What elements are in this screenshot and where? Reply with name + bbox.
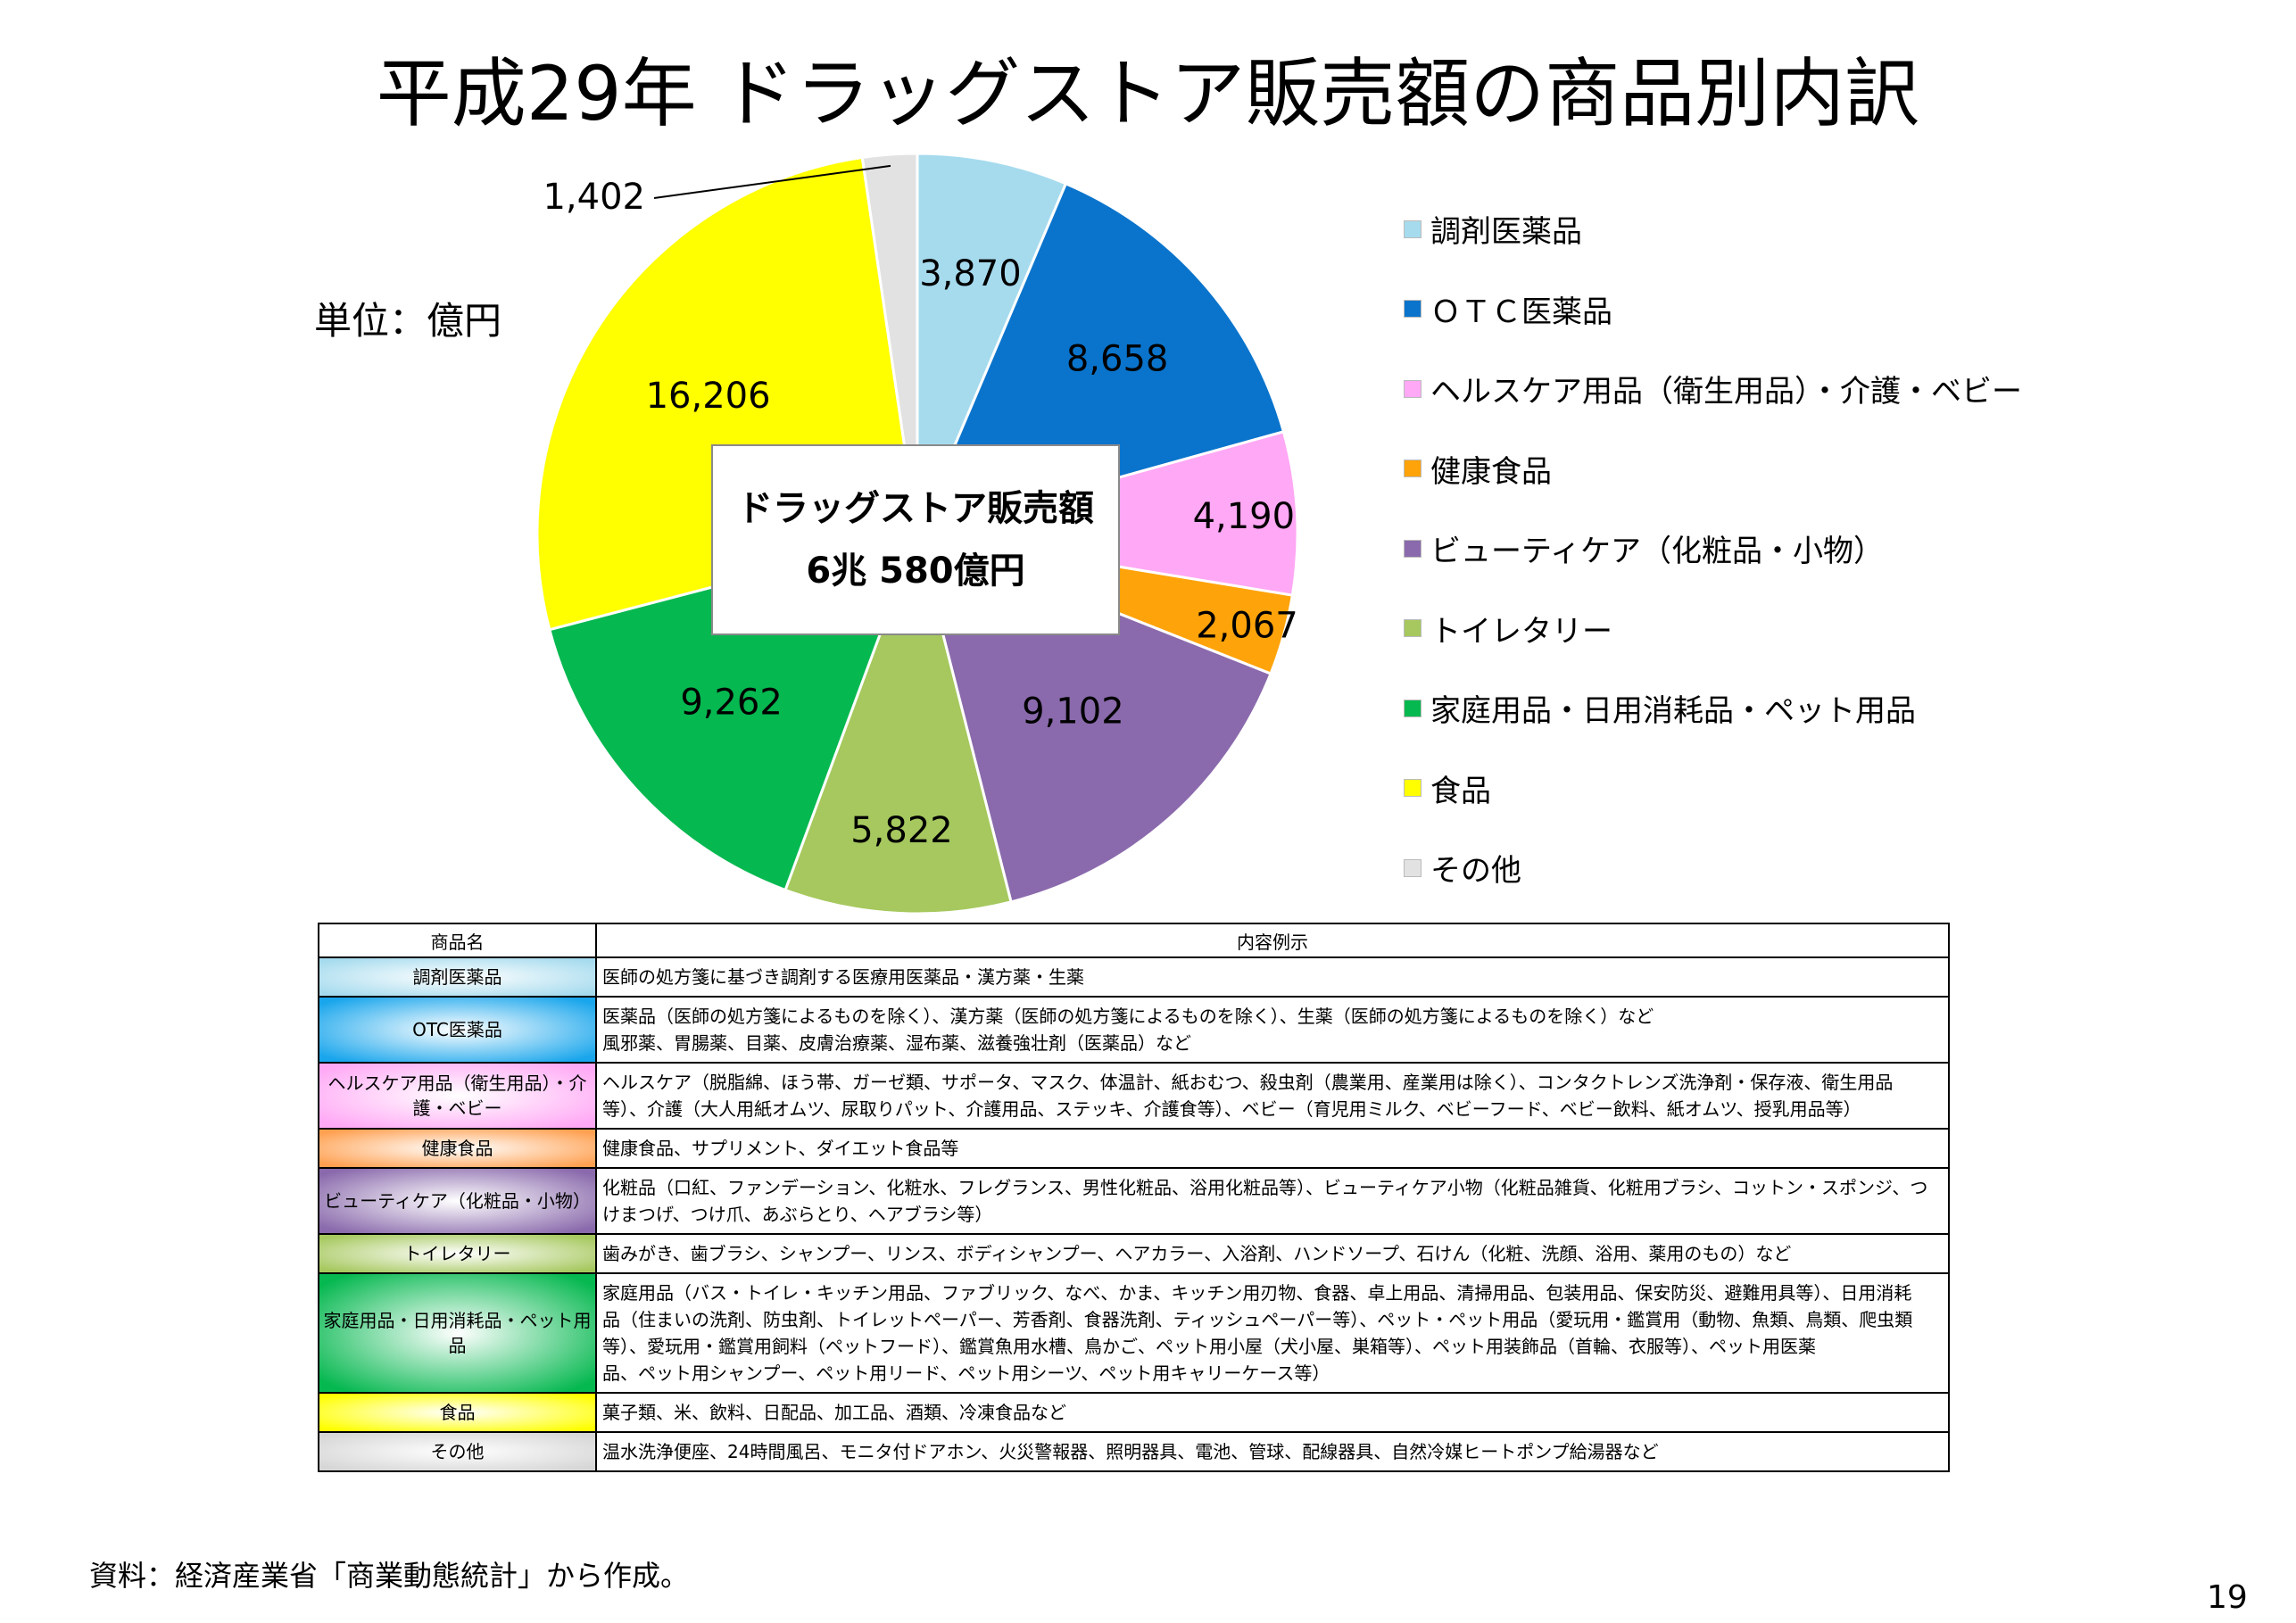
legend-item: その他 — [1404, 828, 2022, 908]
category-description-cell: 温水洗浄便座、24時間風呂、モニタ付ドアホン、火災警報器、照明器具、電池、管球、… — [595, 1431, 1950, 1472]
legend-item: ヘルスケア用品（衛生用品）・介護・ベビー — [1404, 349, 2022, 429]
total-sales-caption: ドラッグストア販売額 — [737, 488, 1094, 529]
table-row: 健康食品 健康食品、サプリメント、ダイエット食品等 — [318, 1128, 1950, 1169]
legend-swatch — [1404, 699, 1422, 717]
legend-item: 健康食品 — [1404, 429, 2022, 509]
total-sales-box: ドラッグストア販売額 6兆 580億円 — [711, 444, 1120, 635]
legend-label: トイレタリー — [1430, 613, 1612, 650]
table-row: トイレタリー 歯みがき、歯ブラシ、シャンプー、リンス、ボディシャンプー、ヘアカラー… — [318, 1233, 1950, 1274]
description-line: けまつげ、つけ爪、あぶらとり、ヘアブラシ等） — [602, 1204, 993, 1225]
legend-item: 家庭用品・日用消耗品・ペット用品 — [1404, 668, 2022, 749]
category-description-cell: 菓子類、米、飲料、日配品、加工品、酒類、冷凍食品など — [595, 1392, 1950, 1433]
legend-label: その他 — [1430, 853, 1521, 890]
table-row: 食品 菓子類、米、飲料、日配品、加工品、酒類、冷凍食品など — [318, 1392, 1950, 1433]
data-label: 9,262 — [680, 683, 783, 724]
total-sales-value: 6兆 580億円 — [806, 551, 1025, 592]
table-row: OTC医薬品 医薬品（医師の処方箋によるものを除く）、漢方薬（医師の処方箋によるも… — [318, 996, 1950, 1064]
description-line: 品（住まいの洗剤、防虫剤、トイレットペーパー、芳香剤、食器洗剤、ティッシュペーパ… — [602, 1309, 1913, 1330]
legend-swatch — [1404, 539, 1422, 558]
description-line: 歯みがき、歯ブラシ、シャンプー、リンス、ボディシャンプー、ヘアカラー、入浴剤、ハ… — [602, 1243, 1792, 1264]
data-label: 1,402 — [543, 177, 645, 218]
pie-slice — [916, 152, 1068, 534]
unit-label: 単位：億円 — [314, 299, 502, 343]
table-row: 家庭用品・日用消耗品・ペット用品 家庭用品（バス・トイレ・キッチン用品、ファブリッ… — [318, 1272, 1950, 1394]
category-name-cell: 家庭用品・日用消耗品・ペット用品 — [318, 1272, 597, 1394]
table-row: ビューティケア（化粧品・小物） 化粧品（口紅、ファンデーション、化粧水、フレグラン… — [318, 1167, 1950, 1235]
source-note: 資料：経済産業省「商業動態統計」から作成。 — [89, 1559, 690, 1593]
data-label: 3,870 — [919, 253, 1022, 294]
description-line: 化粧品（口紅、ファンデーション、化粧水、フレグランス、男性化粧品、浴用化粧品等）… — [602, 1177, 1928, 1198]
legend-item: ビューティケア（化粧品・小物） — [1404, 509, 2022, 589]
data-label: 8,658 — [1066, 338, 1169, 379]
legend-item: 食品 — [1404, 749, 2022, 829]
legend-label: 調剤医薬品 — [1430, 214, 1582, 251]
legend-swatch — [1404, 858, 1422, 877]
table-row: その他 温水洗浄便座、24時間風呂、モニタ付ドアホン、火災警報器、照明器具、電池、… — [318, 1431, 1950, 1472]
category-description-cell: 健康食品、サプリメント、ダイエット食品等 — [595, 1128, 1950, 1169]
data-label: 9,102 — [1022, 691, 1124, 732]
table-row: 調剤医薬品 医師の処方箋に基づき調剤する医療用医薬品・漢方薬・生薬 — [318, 956, 1950, 998]
legend-item: 調剤医薬品 — [1404, 189, 2022, 269]
data-label: 4,190 — [1193, 496, 1296, 537]
pie-slice — [860, 152, 919, 534]
legend-label: ヘルスケア用品（衛生用品）・介護・ベビー — [1430, 374, 2022, 410]
description-line: 菓子類、米、飲料、日配品、加工品、酒類、冷凍食品など — [602, 1402, 1066, 1423]
description-line: 等）、介護（大人用紙オムツ、尿取りパット、介護用品、ステッキ、介護食等）、ベビー… — [602, 1098, 1861, 1120]
description-line: 医師の処方箋に基づき調剤する医療用医薬品・漢方薬・生薬 — [602, 966, 1084, 988]
table-header-content: 内容例示 — [595, 923, 1950, 958]
legend-swatch — [1404, 219, 1422, 238]
description-line: 温水洗浄便座、24時間風呂、モニタ付ドアホン、火災警報器、照明器具、電池、管球、… — [602, 1441, 1659, 1462]
legend-swatch — [1404, 779, 1422, 798]
legend-label: ＯＴＣ医薬品 — [1430, 294, 1612, 330]
category-name-cell: その他 — [318, 1431, 597, 1472]
legend-label: ビューティケア（化粧品・小物） — [1430, 534, 1884, 570]
legend-label: 健康食品 — [1430, 453, 1552, 490]
description-line: 家庭用品（バス・トイレ・キッチン用品、ファブリック、なべ、かま、キッチン用刃物、… — [602, 1282, 1912, 1304]
category-description-cell: 化粧品（口紅、ファンデーション、化粧水、フレグランス、男性化粧品、浴用化粧品等）… — [595, 1167, 1950, 1235]
category-name-cell: OTC医薬品 — [318, 996, 597, 1064]
data-label: 16,206 — [646, 376, 771, 417]
category-description-cell: 医師の処方箋に基づき調剤する医療用医薬品・漢方薬・生薬 — [595, 956, 1950, 998]
description-line: 医薬品（医師の処方箋によるものを除く）、漢方薬（医師の処方箋によるものを除く）、… — [602, 1006, 1654, 1027]
category-name-cell: ヘルスケア用品（衛生用品）・介護・ベビー — [318, 1062, 597, 1130]
category-table: 商品名 内容例示 調剤医薬品 医師の処方箋に基づき調剤する医療用医薬品・漢方薬・生… — [318, 923, 1950, 1472]
chart-legend: 調剤医薬品 ＯＴＣ医薬品ヘルスケア用品（衛生用品）・介護・ベビー 健康食品ビューティ… — [1404, 189, 2022, 908]
description-line: 品、ペット用シャンプー、ペット用リード、ペット用シーツ、ペット用キャリーケース等… — [602, 1362, 1330, 1384]
page-title: 平成29年 ドラッグストア販売額の商品別内訳 — [376, 50, 1920, 137]
data-label: 5,822 — [850, 810, 953, 851]
legend-item: ＯＴＣ医薬品 — [1404, 269, 2022, 350]
category-name-cell: トイレタリー — [318, 1233, 597, 1274]
category-name-cell: 健康食品 — [318, 1128, 597, 1169]
legend-item: トイレタリー — [1404, 589, 2022, 669]
table-header-row: 商品名 内容例示 — [318, 923, 1950, 958]
legend-label: 食品 — [1430, 773, 1491, 809]
legend-label: 家庭用品・日用消耗品・ペット用品 — [1430, 693, 1916, 730]
description-line: 健康食品、サプリメント、ダイエット食品等 — [602, 1138, 959, 1159]
description-line: 等）、愛玩用・鑑賞用飼料（ペットフード）、鑑賞魚用水槽、鳥かご、ペット用小屋（犬… — [602, 1336, 1816, 1357]
leader-line — [653, 164, 891, 199]
category-name-cell: ビューティケア（化粧品・小物） — [318, 1167, 597, 1235]
legend-swatch — [1404, 379, 1422, 398]
legend-swatch — [1404, 460, 1422, 478]
pie-slice — [783, 528, 1013, 915]
category-name-cell: 調剤医薬品 — [318, 956, 597, 998]
legend-swatch — [1404, 300, 1422, 319]
category-description-cell: ヘルスケア（脱脂綿、ほう帯、ガーゼ類、サポータ、マスク、体温計、紙おむつ、殺虫剤… — [595, 1062, 1950, 1130]
category-description-cell: 家庭用品（バス・トイレ・キッチン用品、ファブリック、なべ、かま、キッチン用刃物、… — [595, 1272, 1950, 1394]
data-label: 2,067 — [1196, 605, 1298, 646]
description-line: ヘルスケア（脱脂綿、ほう帯、ガーゼ類、サポータ、マスク、体温計、紙おむつ、殺虫剤… — [602, 1072, 1894, 1093]
description-line: 風邪薬、胃腸薬、目薬、皮膚治療薬、湿布薬、滋養強壮剤（医薬品）など — [602, 1032, 1191, 1054]
category-description-cell: 歯みがき、歯ブラシ、シャンプー、リンス、ボディシャンプー、ヘアカラー、入浴剤、ハ… — [595, 1233, 1950, 1274]
page-number: 19 — [2207, 1579, 2248, 1616]
table-row: ヘルスケア用品（衛生用品）・介護・ベビー ヘルスケア（脱脂綿、ほう帯、ガーゼ類、サ… — [318, 1062, 1950, 1130]
category-description-cell: 医薬品（医師の処方箋によるものを除く）、漢方薬（医師の処方箋によるものを除く）、… — [595, 996, 1950, 1064]
category-name-cell: 食品 — [318, 1392, 597, 1433]
table-header-name: 商品名 — [318, 923, 597, 958]
legend-swatch — [1404, 619, 1422, 638]
